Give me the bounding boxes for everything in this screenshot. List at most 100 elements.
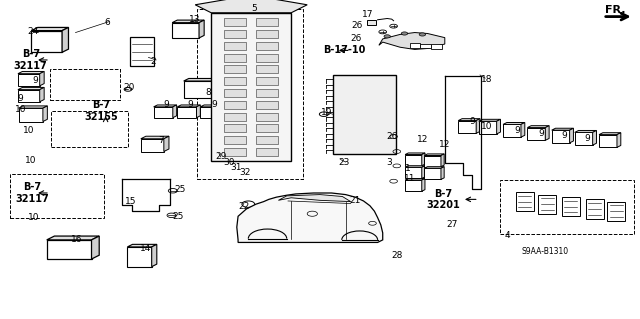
Text: 10: 10 xyxy=(25,156,36,165)
Bar xyxy=(10,174,104,218)
Text: 17: 17 xyxy=(362,10,374,19)
Polygon shape xyxy=(237,193,383,242)
Text: 29: 29 xyxy=(216,152,227,161)
Text: 19: 19 xyxy=(321,108,332,117)
Polygon shape xyxy=(164,136,169,152)
Bar xyxy=(127,247,152,267)
Text: 10: 10 xyxy=(15,105,26,114)
Bar xyxy=(224,101,246,109)
Bar xyxy=(256,77,278,85)
Text: 9: 9 xyxy=(164,100,169,109)
Bar xyxy=(333,75,396,154)
Polygon shape xyxy=(593,130,596,145)
Polygon shape xyxy=(424,167,444,168)
Bar xyxy=(224,113,246,121)
Text: 1: 1 xyxy=(406,164,411,173)
Polygon shape xyxy=(154,105,177,107)
Polygon shape xyxy=(200,105,223,107)
Text: 14: 14 xyxy=(140,244,152,253)
Bar xyxy=(256,113,278,121)
Polygon shape xyxy=(503,122,525,124)
Bar xyxy=(256,124,278,132)
Text: 4: 4 xyxy=(504,231,509,240)
Text: 12: 12 xyxy=(438,140,450,149)
Text: 26: 26 xyxy=(351,21,363,30)
Text: 23: 23 xyxy=(339,158,350,167)
Text: 25: 25 xyxy=(172,212,184,221)
Polygon shape xyxy=(40,71,44,86)
Bar xyxy=(256,18,278,26)
Bar xyxy=(424,168,441,179)
Text: 9: 9 xyxy=(539,129,544,138)
Bar xyxy=(154,107,173,118)
Bar xyxy=(50,69,120,100)
Polygon shape xyxy=(213,78,218,98)
Bar xyxy=(51,111,128,147)
Bar xyxy=(31,31,62,52)
Polygon shape xyxy=(152,244,157,267)
Text: 10: 10 xyxy=(28,213,39,222)
Text: 9: 9 xyxy=(33,76,38,85)
Bar xyxy=(479,121,497,134)
Polygon shape xyxy=(199,20,204,38)
Text: 9: 9 xyxy=(470,117,475,126)
Text: S9AA-B1310: S9AA-B1310 xyxy=(522,247,569,256)
Bar xyxy=(224,124,246,132)
Polygon shape xyxy=(424,154,444,156)
Bar xyxy=(575,132,593,145)
Text: 15: 15 xyxy=(125,197,137,206)
Text: 30: 30 xyxy=(223,158,235,167)
Text: 32: 32 xyxy=(239,168,250,177)
Text: 10: 10 xyxy=(481,122,492,131)
Text: 8: 8 xyxy=(205,88,211,97)
Bar xyxy=(177,107,196,118)
Polygon shape xyxy=(379,33,445,49)
Polygon shape xyxy=(570,128,573,143)
Text: 25: 25 xyxy=(175,185,186,194)
Bar xyxy=(538,195,556,214)
Text: 12: 12 xyxy=(417,135,428,144)
Bar xyxy=(224,65,246,73)
Polygon shape xyxy=(19,106,47,108)
Polygon shape xyxy=(141,136,169,139)
Polygon shape xyxy=(458,119,480,121)
Bar xyxy=(552,130,570,143)
Circle shape xyxy=(419,33,426,36)
Polygon shape xyxy=(617,133,621,147)
Bar xyxy=(410,43,420,48)
Text: FR.: FR. xyxy=(605,5,625,15)
Polygon shape xyxy=(422,166,425,179)
Polygon shape xyxy=(441,167,444,179)
Text: 13: 13 xyxy=(189,15,201,24)
Bar xyxy=(211,13,291,161)
Text: 9: 9 xyxy=(515,126,520,135)
Polygon shape xyxy=(31,27,68,31)
Polygon shape xyxy=(527,126,549,128)
Bar xyxy=(527,128,545,140)
Bar xyxy=(256,54,278,62)
Polygon shape xyxy=(405,166,425,167)
Bar xyxy=(224,136,246,144)
Text: 9: 9 xyxy=(188,100,193,109)
Polygon shape xyxy=(552,128,573,130)
Bar xyxy=(130,37,154,66)
Polygon shape xyxy=(18,71,44,74)
Bar xyxy=(224,148,246,156)
Bar xyxy=(256,136,278,144)
Text: 26: 26 xyxy=(350,34,362,43)
Text: 9: 9 xyxy=(585,134,590,143)
Bar xyxy=(256,89,278,97)
Polygon shape xyxy=(172,20,204,23)
Polygon shape xyxy=(405,153,425,155)
Text: 10: 10 xyxy=(23,126,35,135)
Bar xyxy=(224,77,246,85)
Polygon shape xyxy=(599,133,621,135)
Bar xyxy=(224,42,246,50)
Text: 9: 9 xyxy=(18,94,23,103)
Text: 26: 26 xyxy=(386,132,397,141)
Polygon shape xyxy=(62,27,68,52)
Bar xyxy=(367,20,376,25)
Circle shape xyxy=(384,35,390,38)
Text: 16: 16 xyxy=(71,235,83,244)
Polygon shape xyxy=(47,236,99,240)
